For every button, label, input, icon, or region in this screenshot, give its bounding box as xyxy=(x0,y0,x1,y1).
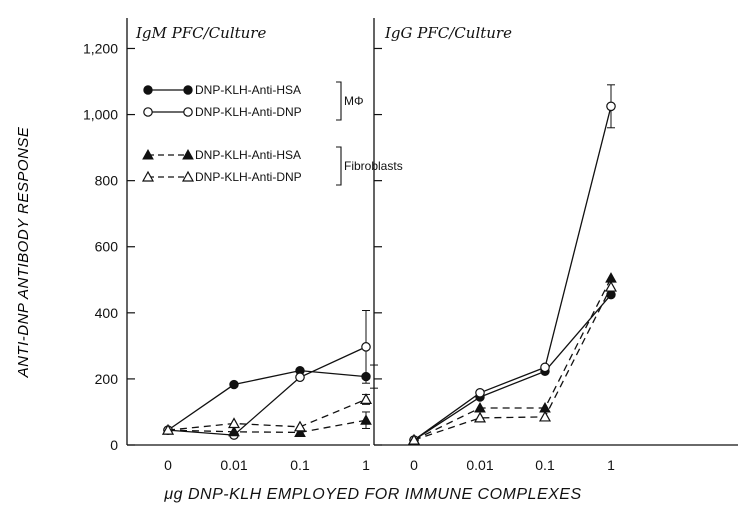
series-line-0-3 xyxy=(167,398,367,431)
series-line-0-1 xyxy=(167,346,367,436)
data-point-1-3-0 xyxy=(407,433,421,445)
data-point-0-3-2 xyxy=(293,420,307,432)
y-tick-label-6: 1,200 xyxy=(83,40,118,56)
x-axis-title: μg DNP-KLH EMPLOYED FOR IMMUNE COMPLEXES xyxy=(164,486,582,503)
series-line-1-3 xyxy=(413,286,612,441)
series-line-0-2 xyxy=(167,419,367,434)
data-point-1-1-2 xyxy=(540,362,550,373)
x-tick-label-1-3: 1 xyxy=(607,457,615,473)
panel-title-0: IgM PFC/Culture xyxy=(135,24,266,42)
data-point-0-3-3 xyxy=(359,393,373,404)
x-tick-label-0-0: 0 xyxy=(164,457,172,473)
data-point-1-3-1 xyxy=(473,411,487,423)
data-point-0-0-1 xyxy=(229,379,239,390)
x-tick-label-1-0: 0 xyxy=(410,457,418,473)
data-point-0-3-0 xyxy=(161,423,175,435)
legend-group-label-1: Fibroblasts xyxy=(344,159,403,173)
legend-marker-right-2 xyxy=(182,148,194,160)
series-line-1-1 xyxy=(413,106,612,441)
legend-marker-left-1 xyxy=(143,107,153,117)
series-line-1-2 xyxy=(413,277,612,441)
legend-label-0: DNP-KLH-Anti-HSA xyxy=(195,83,301,97)
data-point-1-1-1 xyxy=(475,387,485,398)
data-point-1-3-2 xyxy=(538,410,552,422)
legend-marker-left-3 xyxy=(141,170,155,182)
y-axis-title-container: ANTI-DNP ANTIBODY RESPONSE xyxy=(15,126,32,378)
data-point-0-3-1 xyxy=(227,417,241,429)
legend-marker-right-0 xyxy=(183,85,193,95)
x-tick-label-0-3: 1 xyxy=(362,457,370,473)
legend-bracket-0 xyxy=(336,81,342,121)
x-tick-label-0-2: 0.1 xyxy=(290,457,310,473)
data-point-0-2-3 xyxy=(360,414,372,425)
data-point-0-1-2 xyxy=(295,372,305,383)
y-tick-label-1: 200 xyxy=(95,371,119,387)
legend-label-1: DNP-KLH-Anti-DNP xyxy=(195,105,302,119)
legend-marker-left-2 xyxy=(142,148,154,160)
y-tick-label-3: 600 xyxy=(95,239,119,255)
data-point-0-2-2 xyxy=(294,426,306,437)
panel-title-1: IgG PFC/Culture xyxy=(384,24,512,42)
y-tick-label-2: 400 xyxy=(95,305,119,321)
data-point-1-0-3 xyxy=(606,289,616,300)
x-tick-label-0-1: 0.01 xyxy=(220,457,247,473)
legend-bracket-1 xyxy=(336,146,342,186)
data-point-1-1-3 xyxy=(606,101,616,112)
legend-marker-right-3 xyxy=(181,170,195,182)
legend-group-label-0: MΦ xyxy=(344,94,364,108)
series-line-0-0 xyxy=(167,369,367,431)
y-tick-label-4: 800 xyxy=(95,173,119,189)
legend-label-3: DNP-KLH-Anti-DNP xyxy=(195,170,302,184)
y-tick-label-5: 1,000 xyxy=(83,107,118,123)
legend-marker-left-0 xyxy=(143,85,153,95)
data-point-0-1-3 xyxy=(361,342,371,352)
y-axis-title: ANTI-DNP ANTIBODY RESPONSE xyxy=(15,126,32,378)
y-tick-label-0: 0 xyxy=(110,437,118,453)
x-tick-label-1-2: 0.1 xyxy=(535,457,555,473)
legend-label-2: DNP-KLH-Anti-HSA xyxy=(195,148,301,162)
series-line-1-0 xyxy=(413,294,612,441)
legend-marker-right-1 xyxy=(183,107,193,117)
data-point-1-2-3 xyxy=(605,272,617,283)
x-tick-label-1-1: 0.01 xyxy=(466,457,493,473)
data-point-1-3-3 xyxy=(604,280,618,292)
data-point-0-2-1 xyxy=(228,425,240,437)
